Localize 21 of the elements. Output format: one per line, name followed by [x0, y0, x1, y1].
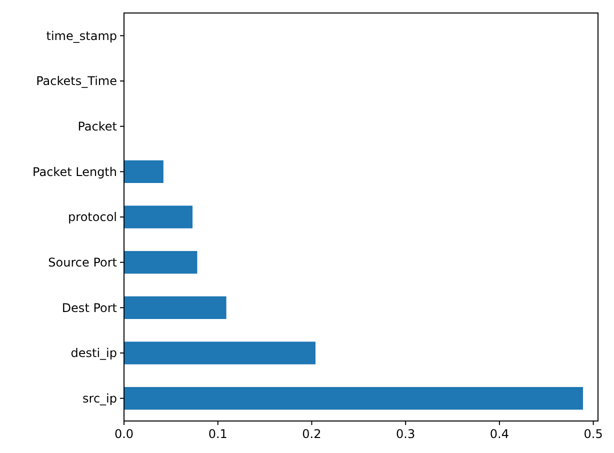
- y-tick-label: Packet: [78, 120, 118, 134]
- x-tick-label: 0.0: [114, 427, 134, 441]
- y-tick-label: Packets_Time: [36, 74, 117, 88]
- y-tick-label: src_ip: [82, 392, 117, 406]
- y-tick-label: time_stamp: [46, 28, 117, 43]
- y-tick-label: Dest Port: [62, 300, 118, 315]
- y-tick-label: Packet Length: [32, 164, 117, 179]
- bar: [124, 160, 164, 183]
- x-tick-label: 0.2: [302, 427, 322, 441]
- bar: [124, 206, 193, 228]
- x-tick-label: 0.5: [584, 427, 603, 441]
- bar: [124, 296, 226, 319]
- x-tick-label: 0.3: [396, 427, 416, 441]
- bar: [124, 387, 583, 410]
- bar: [124, 251, 198, 274]
- x-tick-label: 0.4: [490, 427, 509, 441]
- bar: [124, 342, 316, 364]
- y-tick-label: Source Port: [48, 256, 118, 270]
- x-tick-label: 0.1: [208, 427, 228, 441]
- y-tick-label: protocol: [68, 210, 117, 224]
- y-tick-label: desti_ip: [70, 346, 117, 360]
